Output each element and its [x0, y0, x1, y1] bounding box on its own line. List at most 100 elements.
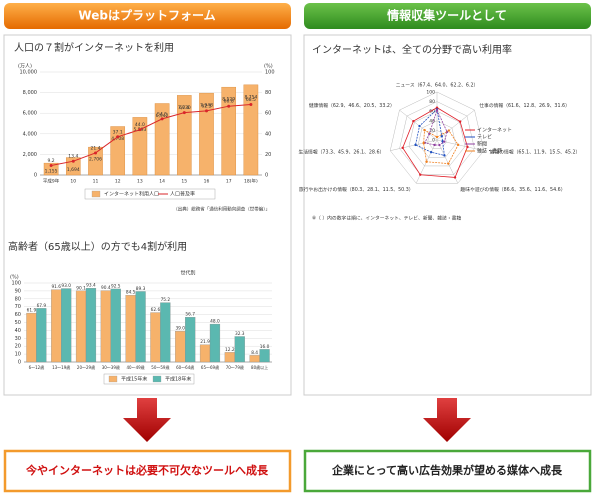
y-tick-label: 60 — [15, 312, 21, 318]
axis-label: 健康情報（62.9、46.6、20.5、33.2） — [309, 102, 395, 109]
line-marker — [71, 159, 75, 163]
legend-label: 雑誌・書籍 — [477, 148, 502, 155]
x-tick-label: 6〜12歳 — [29, 364, 45, 370]
x-tick-label: 14 — [159, 179, 165, 185]
bar-label: 48.0 — [210, 319, 220, 325]
header-right — [304, 3, 591, 29]
chart-title: インターネットは、全ての分野で高い利用率 — [312, 43, 512, 56]
y-unit: (万人) — [18, 64, 32, 70]
bar — [199, 92, 214, 176]
subtitle: 世代別 — [180, 270, 195, 277]
footer-left — [3, 449, 292, 493]
y-tick-label: 0 — [265, 173, 268, 179]
line-label: 60.6 — [179, 105, 189, 111]
bar — [160, 302, 171, 363]
bar — [61, 288, 72, 363]
radar-marker — [453, 176, 457, 179]
header-left — [4, 3, 291, 29]
y-tick-label: 40 — [265, 131, 271, 137]
radar-marker — [466, 145, 469, 149]
y-tick-label: 30 — [15, 336, 21, 342]
bar-label: 8,529 — [222, 97, 235, 103]
y-tick-label: 90 — [15, 288, 21, 294]
chart-title: 高齢者（65歳以上）の方でも4割が利用 — [8, 240, 187, 253]
bar-label: 21.9 — [200, 339, 210, 345]
y-tick-label: 2,000 — [23, 152, 37, 158]
grid-ring — [399, 101, 475, 175]
y-tick-label: 4,000 — [23, 131, 37, 137]
x-tick-label: 13 — [137, 179, 143, 185]
radar-marker — [419, 173, 422, 176]
y-tick-label: 10,000 — [20, 70, 38, 76]
radar-marker — [458, 120, 462, 123]
axis-label: ニュース（67.4、64.0、62.2、6.2） — [396, 83, 479, 89]
bar — [176, 95, 192, 176]
line-label: 62.3 — [201, 103, 211, 109]
panel-right — [303, 34, 592, 396]
y-tick-label: 50 — [15, 320, 21, 326]
bar-label: 90.4 — [101, 285, 111, 291]
grid-ring — [418, 120, 456, 158]
radar-line — [402, 107, 468, 178]
line-marker — [138, 128, 142, 132]
line-label: 37.1 — [113, 129, 123, 135]
bar — [85, 288, 97, 363]
grid-ring — [427, 130, 447, 149]
line-marker — [182, 111, 186, 115]
y-tick-label: 80 — [265, 90, 271, 96]
y-tick-label: 8,000 — [23, 90, 37, 96]
bar-label: 56.7 — [185, 312, 195, 318]
r-tick-label: 80 — [429, 99, 435, 105]
line-label: 13.4 — [68, 154, 78, 160]
y-unit: (%) — [10, 275, 19, 281]
line-label: 54.5 — [157, 111, 167, 117]
radar-marker — [414, 143, 417, 147]
bar — [51, 289, 62, 363]
radar-marker — [423, 128, 426, 132]
line-marker — [249, 102, 253, 106]
legend-label: 平成15年末 — [121, 376, 147, 383]
radar-marker — [429, 150, 433, 154]
bar — [150, 312, 161, 363]
x-tick-label: 17 — [226, 179, 232, 185]
bar — [175, 331, 186, 363]
bar-label: 67.9 — [37, 303, 47, 309]
legend-box — [103, 373, 195, 385]
legend-box — [84, 188, 216, 200]
header-text: Webはプラットフォーム — [78, 8, 215, 23]
r-tick-label: 40 — [429, 118, 435, 124]
source: （出典）総務省「通信利用動向調査（世帯編）」 — [173, 206, 270, 213]
y2-unit: (%) — [264, 64, 273, 70]
bar — [110, 126, 126, 176]
arrow — [423, 398, 471, 442]
bar-label: 89.3 — [136, 286, 146, 292]
radar-marker — [401, 146, 404, 150]
y-tick-label: 0 — [18, 360, 21, 366]
radar-marker — [435, 135, 439, 139]
bar-label: 92.5 — [111, 283, 121, 289]
y-tick-label: 6,000 — [23, 111, 37, 117]
legend-label: インターネット利用人口 — [104, 191, 159, 198]
radar-marker — [443, 140, 446, 143]
bar — [221, 86, 237, 176]
axis-label: 趣味や遊びの情報（86.6、35.6、11.6、54.6） — [460, 186, 565, 193]
radar-marker — [438, 143, 441, 147]
x-tick-label: 平成9年 — [43, 178, 60, 185]
bar-label: 4,708 — [111, 136, 124, 142]
bar — [224, 352, 235, 363]
bar — [110, 288, 121, 363]
bar — [185, 317, 196, 363]
radar-marker — [447, 129, 451, 132]
header-text: 情報収集ツールとして — [387, 8, 507, 23]
bar-label: 90.1 — [76, 285, 86, 291]
bar-label: 2,706 — [89, 157, 102, 163]
x-tick-label: 10 — [70, 179, 76, 185]
bar — [75, 290, 87, 363]
grid-ring — [389, 91, 485, 184]
r-tick-label: 0 — [432, 138, 435, 144]
radar-marker — [418, 124, 421, 128]
bar-label: 93.4 — [86, 283, 96, 289]
spoke — [436, 109, 475, 141]
radar-line — [423, 129, 459, 165]
line-label: 9.2 — [48, 158, 55, 164]
